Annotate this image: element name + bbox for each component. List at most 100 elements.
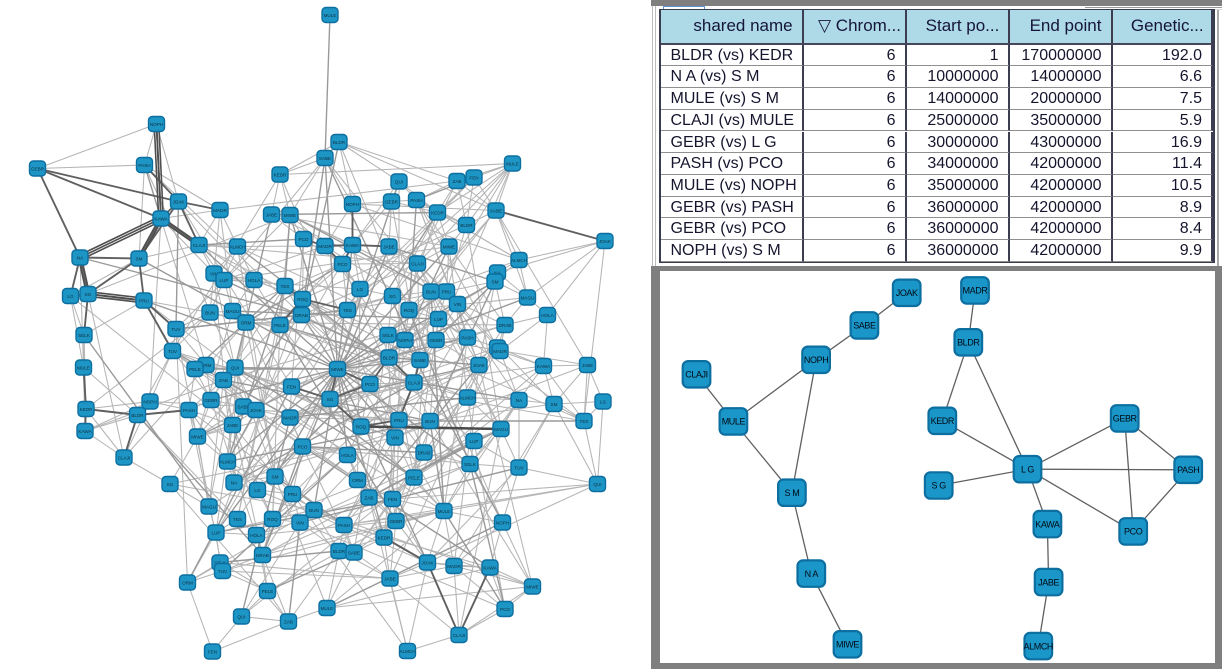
svg-text:LG: LG [254,488,261,493]
svg-text:LUP: LUP [220,278,229,283]
svg-text:HOLA: HOLA [341,453,354,458]
svg-text:PASH: PASH [138,163,150,168]
svg-text:TUV: TUV [171,327,181,332]
svg-text:TES: TES [343,308,352,313]
svg-text:GEBR: GEBR [429,338,443,343]
svg-text:SG: SG [85,292,92,297]
svg-text:DRAB: DRAB [418,450,431,455]
svg-text:MULE: MULE [722,417,746,427]
svg-text:BLDR: BLDR [383,355,396,360]
svg-text:PRU: PRU [288,492,298,497]
svg-text:JABE: JABE [384,576,396,581]
svg-text:PELE: PELE [408,475,420,480]
svg-text:MADR: MADR [963,286,989,296]
svg-text:NOPH: NOPH [496,520,509,525]
svg-text:JOAK: JOAK [473,363,486,368]
svg-text:MIWE: MIWE [191,434,204,439]
svg-text:KAWA: KAWA [78,429,92,434]
svg-text:SM: SM [136,256,143,261]
svg-text:PELE: PELE [189,367,201,372]
svg-text:PCO: PCO [1124,527,1143,537]
svg-text:NA: NA [77,255,84,260]
svg-text:SG: SG [167,482,174,487]
svg-text:PASH: PASH [1177,465,1199,475]
svg-text:ROQ: ROQ [297,297,308,302]
svg-text:HOLA: HOLA [250,533,263,538]
svg-text:PCO: PCO [298,444,308,449]
svg-text:SELK: SELK [382,333,395,338]
svg-text:GEBR: GEBR [204,398,218,403]
svg-text:PCO: PCO [338,262,348,267]
svg-text:GEBR: GEBR [385,199,399,204]
svg-text:MIWE: MIWE [284,213,297,218]
svg-text:MIWE: MIWE [443,244,456,249]
svg-text:CLAJI: CLAJI [118,455,131,460]
svg-text:SG: SG [327,397,334,402]
svg-text:KEDR: KEDR [274,172,287,177]
svg-text:BUN: BUN [426,289,436,294]
svg-text:VIN: VIN [391,435,399,440]
svg-text:LG: LG [357,287,364,292]
svg-text:JABE: JABE [1038,577,1059,587]
svg-text:ORM: ORM [201,363,212,368]
svg-text:GEBR: GEBR [31,166,45,171]
svg-text:PRU: PRU [394,418,404,423]
svg-text:MAGU: MAGU [494,427,508,432]
svg-text:TES: TES [580,419,589,424]
svg-text:MADR: MADR [318,244,332,249]
svg-text:KAWA: KAWA [483,565,497,570]
svg-text:NA: NA [516,398,523,403]
svg-text:KAWA: KAWA [537,364,551,369]
svg-text:MAGU: MAGU [202,504,216,509]
svg-text:MIWE: MIWE [331,367,344,372]
svg-text:TUV: TUV [514,465,524,470]
svg-text:TUV: TUV [168,349,178,354]
svg-text:QUI: QUI [231,365,239,370]
svg-text:MADR: MADR [493,349,507,354]
svg-text:FEN: FEN [388,497,397,502]
svg-text:DRAB: DRAB [499,323,512,328]
svg-text:GEBR: GEBR [389,519,403,524]
svg-text:PASH: PASH [461,335,473,340]
svg-text:JABE: JABE [582,363,594,368]
svg-text:LUP: LUP [434,317,443,322]
svg-text:QUI: QUI [395,179,403,184]
svg-text:ROQ: ROQ [404,308,415,313]
svg-text:PASH: PASH [410,198,422,203]
svg-text:JOAK: JOAK [896,288,918,298]
svg-text:KAWA: KAWA [346,243,360,248]
svg-text:CLAJI: CLAJI [685,370,708,380]
svg-text:SELK: SELK [78,333,91,338]
svg-text:CLAJI: CLAJI [408,380,421,385]
svg-text:PASH: PASH [183,408,195,413]
svg-text:KEDR: KEDR [431,210,444,215]
svg-text:S G: S G [932,481,947,491]
svg-text:JABE: JABE [266,212,278,217]
svg-text:VIN: VIN [210,271,218,276]
svg-text:ALMCH: ALMCH [459,395,475,400]
svg-text:GEBR: GEBR [1113,414,1138,424]
svg-text:ALMCH: ALMCH [1024,641,1054,651]
svg-text:SM: SM [492,279,499,284]
svg-text:SABE: SABE [348,550,360,555]
svg-text:KAWA: KAWA [1035,519,1060,529]
svg-text:DRAB: DRAB [256,553,269,558]
svg-text:ALMCH: ALMCH [219,459,235,464]
svg-text:PCO: PCO [299,237,309,242]
svg-text:CLAJI: CLAJI [411,261,424,266]
svg-text:BUN: BUN [425,419,435,424]
svg-text:MIWE: MIWE [526,584,539,589]
svg-text:LG: LG [600,399,607,404]
svg-text:MULE: MULE [438,509,451,514]
svg-text:CLAJI: CLAJI [453,633,466,638]
svg-text:QUI: QUI [593,482,601,487]
svg-text:FEN: FEN [208,649,217,654]
svg-text:ROQ: ROQ [267,517,278,522]
svg-text:ZAB: ZAB [365,495,374,500]
svg-text:SABE: SABE [414,358,426,363]
svg-text:KEDR: KEDR [80,407,93,412]
svg-text:LG: LG [67,294,74,299]
svg-text:NOPH: NOPH [398,338,411,343]
svg-text:SG: SG [389,294,396,299]
svg-text:TES: TES [233,517,242,522]
